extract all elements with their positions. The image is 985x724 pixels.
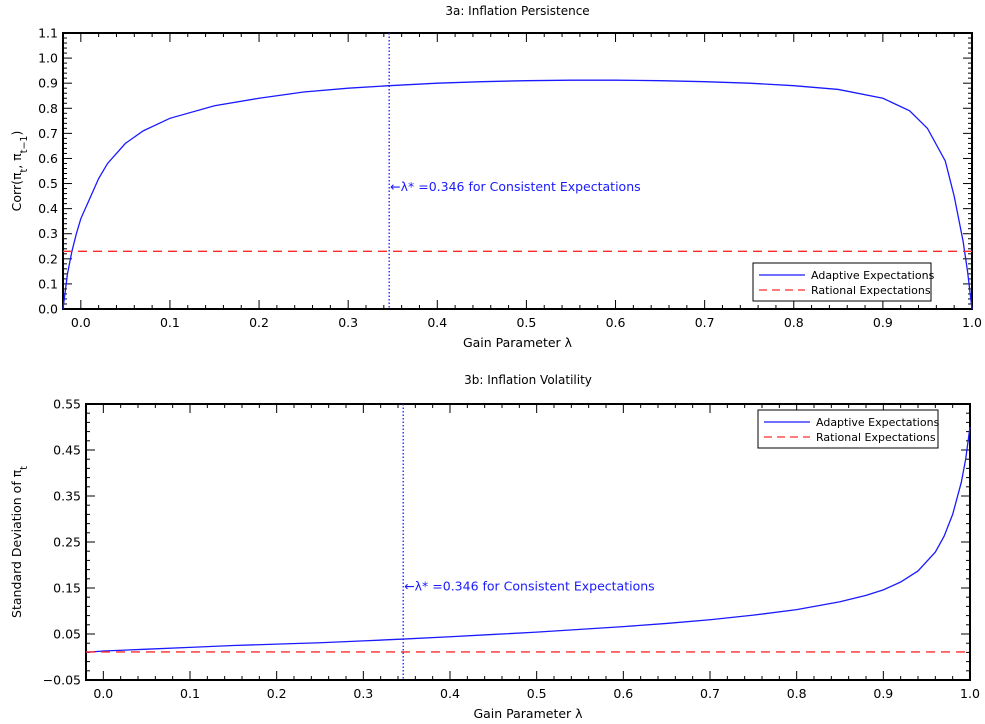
x-tick-label: 0.0 xyxy=(93,686,113,701)
legend-label: Rational Expectations xyxy=(816,431,936,444)
x-tick-label: 0.7 xyxy=(695,315,715,330)
x-axis-label: Gain Parameter λ xyxy=(463,335,573,350)
series-line-adaptive-expectations xyxy=(62,79,973,310)
legend: Adaptive Expectations Rational Expectatio… xyxy=(757,409,940,449)
chart-panel-1: 3a: Inflation Persistence 0.0 0.1 0.2 0.3 0.4… xyxy=(9,4,982,350)
y-tick-label: 0.25 xyxy=(53,535,81,550)
y-tick-label: 0.45 xyxy=(53,443,81,458)
x-tick-label: 0.4 xyxy=(427,315,447,330)
x-tick-label: 0.4 xyxy=(440,686,460,701)
y-tick-label: 0.7 xyxy=(38,126,58,141)
y-tick-label: 0.9 xyxy=(38,76,58,91)
chart-title: 3a: Inflation Persistence xyxy=(445,4,589,18)
legend-label: Adaptive Expectations xyxy=(816,416,940,429)
x-tick-label: 0.2 xyxy=(249,315,269,330)
chart-panel-2: 3b: Inflation Volatility 0.0 0.1 0.2 0.3 0.4 0… xyxy=(9,373,980,721)
x-tick-label: 1.0 xyxy=(962,315,982,330)
lambda-star-annotation: ←λ* =0.346 for Consistent Expectations xyxy=(390,179,640,194)
x-tick-label: 0.2 xyxy=(267,686,287,701)
y-tick-label: 0.5 xyxy=(38,176,58,191)
y-tick-label: 0.6 xyxy=(38,151,58,166)
y-tick-label: −0.05 xyxy=(43,673,81,688)
x-tick-label: 0.6 xyxy=(606,315,626,330)
y-axis-label: Corr(πt, πt−1) xyxy=(9,131,30,212)
series-line-adaptive-expectations xyxy=(85,426,971,654)
y-tick-label: 0.3 xyxy=(38,226,58,241)
y-tick-label: 0.8 xyxy=(38,101,58,116)
x-tick-label: 0.3 xyxy=(338,315,358,330)
y-tick-label: 0.15 xyxy=(53,581,81,596)
x-tick-label: 0.9 xyxy=(873,315,893,330)
y-axis-label: Standard Deviation of πt xyxy=(9,466,30,618)
y-tick-label: 1.1 xyxy=(38,26,58,41)
y-tick-label: 0.35 xyxy=(53,489,81,504)
y-tick-label: 1.0 xyxy=(38,51,58,66)
legend: Adaptive Expectations Rational Expectatio… xyxy=(752,262,935,302)
x-tick-label: 0.5 xyxy=(527,686,547,701)
legend-box xyxy=(757,409,939,449)
y-tick-label: 0.0 xyxy=(38,302,58,317)
plot-frame xyxy=(62,32,973,310)
x-tick-label: 0.6 xyxy=(613,686,633,701)
y-tick-label: 0.2 xyxy=(38,251,58,266)
y-tick-label: 0.1 xyxy=(38,276,58,291)
chart-title: 3b: Inflation Volatility xyxy=(464,373,592,387)
x-axis-label: Gain Parameter λ xyxy=(473,706,583,721)
x-tick-label: 1.0 xyxy=(960,686,980,701)
x-tick-label: 0.0 xyxy=(71,315,91,330)
y-tick-label: 0.4 xyxy=(38,201,58,216)
legend-label: Adaptive Expectations xyxy=(811,269,935,282)
lambda-star-annotation: ←λ* =0.346 for Consistent Expectations xyxy=(404,578,654,593)
y-tick-label: 0.05 xyxy=(53,627,81,642)
x-tick-label: 0.3 xyxy=(353,686,373,701)
y-tick-label: 0.55 xyxy=(53,397,81,412)
x-tick-label: 0.8 xyxy=(784,315,804,330)
legend-box xyxy=(752,262,932,302)
x-tick-label: 0.7 xyxy=(700,686,720,701)
x-tick-label: 0.5 xyxy=(516,315,536,330)
x-tick-label: 0.1 xyxy=(180,686,200,701)
x-tick-label: 0.8 xyxy=(787,686,807,701)
x-tick-label: 0.1 xyxy=(160,315,180,330)
legend-label: Rational Expectations xyxy=(811,284,931,297)
x-tick-label: 0.9 xyxy=(873,686,893,701)
